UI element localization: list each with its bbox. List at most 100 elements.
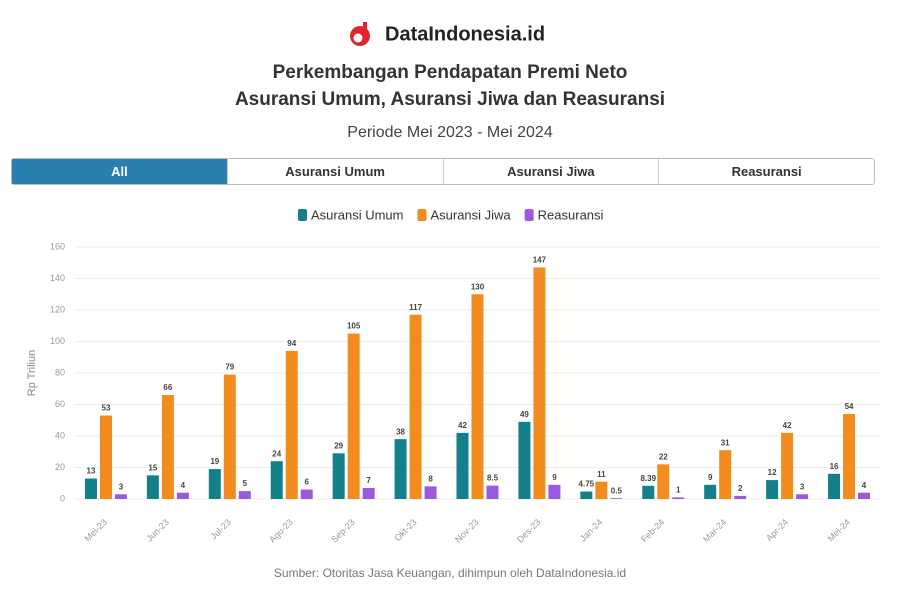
legend-swatch — [298, 209, 307, 221]
data-label: 2 — [738, 484, 743, 493]
bar — [828, 473, 841, 499]
bar — [734, 495, 747, 499]
legend-label: Reasuransi — [538, 207, 604, 222]
data-label: 6 — [305, 478, 310, 487]
x-tick-label: Mei-23 — [83, 517, 110, 544]
data-label: 4 — [181, 481, 186, 490]
tab[interactable]: Asuransi Umum — [226, 159, 443, 184]
source: Sumber: Otoritas Jasa Keuangan, dihimpun… — [274, 566, 626, 580]
data-label: 8.5 — [487, 474, 499, 483]
y-tick-label: 140 — [50, 273, 65, 283]
bar — [704, 484, 717, 499]
x-tick-label: Jun-23 — [144, 517, 171, 544]
data-label: 7 — [366, 476, 371, 485]
x-tick-label: Jul-23 — [208, 517, 232, 541]
x-tick-label: Jan-24 — [578, 517, 605, 544]
bar — [858, 492, 871, 499]
bar — [595, 481, 608, 499]
bar — [456, 432, 469, 499]
tab[interactable]: Reasuransi — [658, 159, 874, 184]
data-label: 8.39 — [640, 474, 656, 483]
bar — [580, 491, 593, 499]
data-label: 94 — [287, 339, 296, 348]
chart-subtitle: Periode Mei 2023 - Mei 2024 — [347, 124, 553, 141]
data-label: 19 — [210, 457, 219, 466]
bar — [796, 494, 809, 499]
bar — [548, 484, 561, 499]
x-tick-label: Des-23 — [515, 517, 543, 545]
bar — [672, 497, 685, 499]
data-label: 117 — [409, 303, 422, 312]
bar — [146, 475, 159, 499]
bar — [610, 498, 623, 499]
bar — [642, 485, 655, 499]
x-tick-label: Okt-23 — [392, 517, 418, 543]
data-label: 3 — [119, 482, 124, 491]
legend-swatch — [417, 209, 427, 221]
bar — [471, 294, 484, 499]
logo — [350, 22, 370, 46]
x-tick-label: Feb-24 — [639, 517, 666, 544]
bar — [394, 439, 407, 499]
bar — [518, 421, 531, 499]
bar — [766, 480, 779, 499]
bar — [161, 395, 174, 499]
data-label: 29 — [334, 441, 343, 450]
data-label: 8 — [428, 475, 433, 484]
y-tick-label: 100 — [50, 336, 65, 346]
tab-bar: All Asuransi Umum Asuransi Jiwa Reasuran… — [11, 158, 875, 185]
data-label: 79 — [225, 363, 234, 372]
data-label: 1 — [676, 486, 681, 495]
data-label: 3 — [800, 482, 805, 491]
y-axis-label: Rp Triliun — [26, 350, 38, 396]
y-tick-label: 160 — [50, 241, 65, 251]
legend-swatch — [524, 209, 534, 221]
x-tick-label: Agu-23 — [267, 517, 295, 545]
bar — [238, 491, 251, 499]
tab[interactable]: All — [12, 159, 227, 184]
x-tick-label: Sep-23 — [329, 517, 357, 545]
bar — [84, 478, 97, 499]
bar — [300, 489, 313, 499]
data-label: 147 — [533, 256, 547, 265]
bar — [347, 333, 360, 499]
data-label: 42 — [783, 421, 792, 430]
chart-title: Asuransi Umum, Asuransi Jiwa dan Reasura… — [235, 89, 665, 110]
bar — [114, 494, 127, 499]
brand: DataIndonesia.id — [385, 23, 545, 45]
y-tick-label: 60 — [55, 399, 65, 409]
data-label: 31 — [721, 438, 730, 447]
data-label: 24 — [272, 449, 281, 458]
bar — [424, 486, 437, 499]
tab[interactable]: Asuransi Jiwa — [442, 159, 659, 184]
bar — [285, 350, 298, 499]
x-tick-label: Apr-24 — [764, 517, 790, 543]
bar — [486, 485, 499, 499]
y-tick-label: 0 — [60, 493, 65, 503]
legend-label: Asuransi Jiwa — [430, 207, 511, 222]
data-label: 16 — [830, 462, 839, 471]
bar — [781, 432, 794, 499]
data-label: 12 — [768, 468, 777, 477]
data-label: 9 — [552, 473, 557, 482]
legend-label: Asuransi Umum — [311, 207, 403, 222]
bar — [208, 469, 221, 499]
data-label: 5 — [243, 479, 248, 488]
data-label: 4.75 — [579, 480, 595, 489]
data-label: 22 — [659, 452, 668, 461]
data-label: 4 — [862, 481, 867, 490]
bar — [362, 487, 375, 499]
data-label: 38 — [396, 427, 405, 436]
chart-title: Perkembangan Pendapatan Premi Neto — [273, 62, 628, 83]
x-tick-label: Mar-24 — [701, 517, 728, 544]
bar — [409, 314, 422, 499]
bar — [176, 492, 189, 499]
x-tick-label: Mei-24 — [826, 517, 853, 544]
data-label: 66 — [163, 383, 172, 392]
bar — [533, 267, 546, 499]
data-label: 49 — [520, 410, 529, 419]
y-tick-label: 120 — [50, 304, 65, 314]
y-tick-label: 40 — [55, 430, 65, 440]
